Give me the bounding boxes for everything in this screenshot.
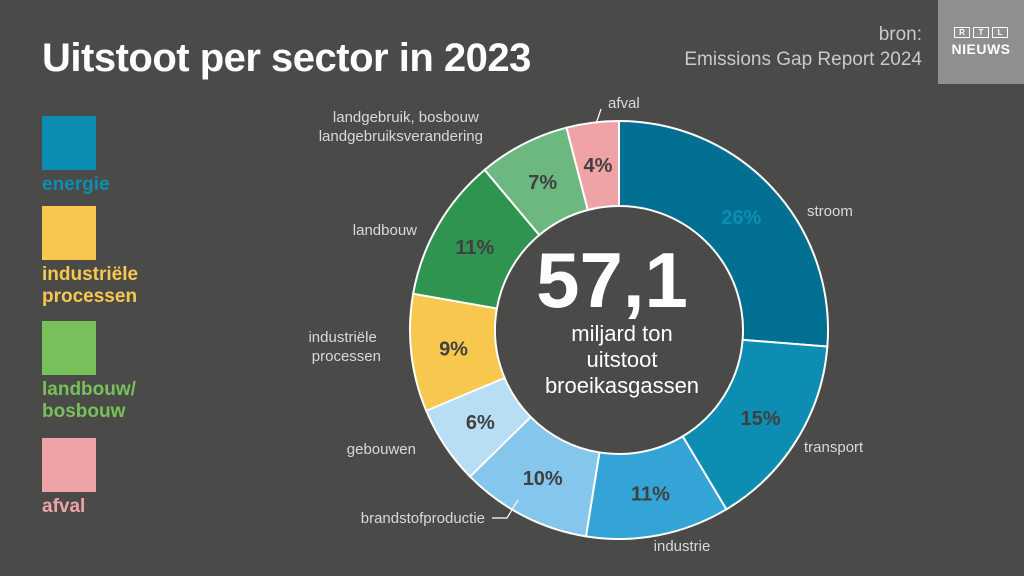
page-title: Uitstoot per sector in 2023 <box>42 36 531 80</box>
percentage-label-7: 7% <box>528 172 557 194</box>
sector-label-afval: afval <box>608 95 640 112</box>
sector-label-line: industriële <box>308 329 376 346</box>
legend-label: industriële processen <box>42 264 139 307</box>
label-leader-lines <box>492 108 602 519</box>
sector-label-landgebruik: landgebruik, bosbouw landgebruiksverande… <box>319 109 483 145</box>
donut-slice-0 <box>618 119 829 348</box>
sector-label-landbouw: landbouw <box>353 222 417 239</box>
legend-swatch <box>42 321 96 375</box>
percentage-label-3: 10% <box>523 468 563 490</box>
leader-line-brandstofproductie <box>492 499 519 519</box>
legend-label: afval <box>42 496 86 517</box>
legend-swatch <box>42 116 96 170</box>
percentage-label-6: 11% <box>455 237 494 259</box>
legend-swatch <box>42 438 96 492</box>
source-credit: bron: Emissions Gap Report 2024 <box>684 22 922 72</box>
source-label: bron: <box>878 24 922 45</box>
sector-label-brandstofproductie: brandstofproductie <box>361 510 485 527</box>
logo-word: NIEUWS <box>951 41 1011 57</box>
center-line-3: broeikasgassen <box>545 373 699 398</box>
legend-item-afval: afval <box>42 438 96 518</box>
center-line-2: uitstoot <box>587 347 658 372</box>
donut-slice-8 <box>565 119 620 212</box>
percentage-label-0: 26% <box>721 207 761 229</box>
percentage-label-2: 11% <box>631 483 670 505</box>
rtl-nieuws-logo: R T L NIEUWS <box>938 0 1024 84</box>
logo-letter: L <box>992 27 1008 38</box>
percentage-label-8: 4% <box>583 155 612 177</box>
legend-swatch <box>42 206 96 260</box>
sector-label-industrie: industrie <box>654 538 711 555</box>
sector-label-line: landgebruiksverandering <box>319 128 483 145</box>
center-total-value: 57,1 <box>536 236 688 324</box>
sector-label-stroom: stroom <box>807 203 853 220</box>
sector-label-line: processen <box>312 348 381 365</box>
logo-letter: T <box>973 27 989 38</box>
legend-label: energie <box>42 174 110 195</box>
donut-center: 57,1 miljard ton uitstoot broeikasgassen <box>536 236 699 398</box>
logo-letter: R <box>954 27 970 38</box>
leader-line-afval <box>595 108 602 125</box>
sector-labels: stroom transport industrie brandstofprod… <box>308 95 864 555</box>
legend-item-industriele-processen: industriële processen <box>42 206 182 308</box>
donut-slices <box>409 119 829 540</box>
percentage-label-4: 6% <box>466 412 495 434</box>
sector-label-transport: transport <box>804 439 864 456</box>
legend-label: landbouw/ bosbouw <box>42 379 136 422</box>
sector-label-industriele-processen: industriële processen <box>308 329 381 365</box>
percentage-label-1: 15% <box>740 408 780 430</box>
center-line-1: miljard ton <box>571 321 672 346</box>
percentage-label-5: 9% <box>439 338 468 360</box>
sector-label-gebouwen: gebouwen <box>347 441 416 458</box>
source-name: Emissions Gap Report 2024 <box>684 49 922 70</box>
percentage-labels: 26% 15% 11% 10% 6% 9% 11% 7% 4% <box>439 155 781 506</box>
legend-item-energie: energie <box>42 116 110 196</box>
legend-item-landbouw-bosbouw: landbouw/ bosbouw <box>42 321 162 423</box>
sector-label-line: landgebruik, bosbouw <box>333 109 479 126</box>
